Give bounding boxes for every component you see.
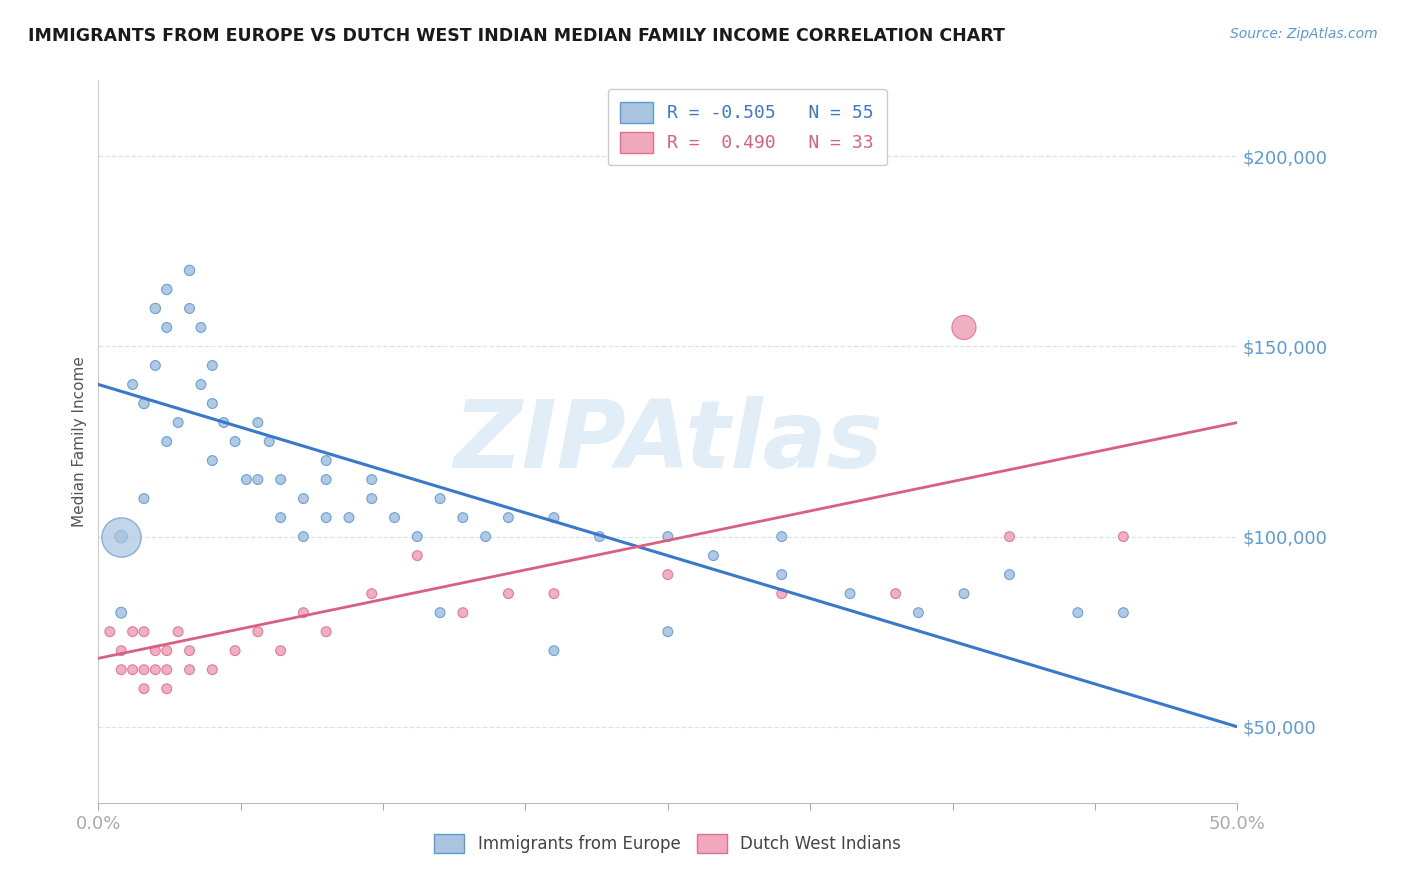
Point (657, 567, 679, 582)
Point (657, 624, 679, 639)
Point (145, 643, 167, 657)
Point (451, 510, 474, 524)
Point (474, 530, 496, 544)
Point (132, 681, 155, 696)
Point (292, 491, 315, 506)
Point (315, 473, 337, 487)
Point (110, 663, 132, 677)
Point (201, 359, 224, 373)
Point (770, 567, 793, 582)
Point (998, 567, 1021, 582)
Point (98, 624, 121, 639)
Point (543, 643, 565, 657)
Point (498, 587, 520, 601)
Point (429, 606, 451, 620)
Point (839, 587, 862, 601)
Point (292, 606, 315, 620)
Point (179, 301, 201, 316)
Point (315, 453, 337, 467)
Point (270, 643, 292, 657)
Point (588, 530, 610, 544)
Point (884, 587, 907, 601)
Point (224, 434, 246, 449)
Y-axis label: Median Family Income: Median Family Income (72, 356, 87, 527)
Legend: Immigrants from Europe, Dutch West Indians: Immigrants from Europe, Dutch West India… (427, 827, 908, 860)
Point (1112, 606, 1135, 620)
Point (110, 643, 132, 657)
Point (179, 263, 201, 277)
Point (953, 320, 976, 334)
Point (907, 606, 929, 620)
Point (406, 549, 429, 563)
Text: IMMIGRANTS FROM EUROPE VS DUTCH WEST INDIAN MEDIAN FAMILY INCOME CORRELATION CHA: IMMIGRANTS FROM EUROPE VS DUTCH WEST IND… (28, 27, 1005, 45)
Point (156, 663, 179, 677)
Point (224, 643, 246, 657)
Point (121, 663, 143, 677)
Point (110, 606, 132, 620)
Point (167, 416, 190, 430)
Point (121, 377, 143, 392)
Point (360, 587, 382, 601)
Point (179, 663, 201, 677)
Point (167, 624, 190, 639)
Point (201, 663, 224, 677)
Point (337, 510, 360, 524)
Point (315, 510, 337, 524)
Point (702, 549, 724, 563)
Point (201, 396, 224, 410)
Point (1067, 606, 1090, 620)
Point (429, 491, 451, 506)
Point (156, 681, 179, 696)
Point (998, 530, 1021, 544)
Point (110, 530, 132, 544)
Point (132, 624, 155, 639)
Point (156, 643, 179, 657)
Point (384, 510, 406, 524)
Point (259, 434, 281, 449)
Point (406, 530, 429, 544)
Point (292, 530, 315, 544)
Point (212, 416, 235, 430)
Point (201, 453, 224, 467)
Point (132, 491, 155, 506)
Point (770, 530, 793, 544)
Point (145, 301, 167, 316)
Point (235, 473, 257, 487)
Point (190, 377, 212, 392)
Point (156, 434, 179, 449)
Point (360, 491, 382, 506)
Point (145, 663, 167, 677)
Point (657, 530, 679, 544)
Point (246, 624, 269, 639)
Point (246, 473, 269, 487)
Point (270, 510, 292, 524)
Point (132, 663, 155, 677)
Point (315, 624, 337, 639)
Point (451, 606, 474, 620)
Text: Source: ZipAtlas.com: Source: ZipAtlas.com (1230, 27, 1378, 41)
Point (543, 510, 565, 524)
Point (543, 587, 565, 601)
Point (270, 473, 292, 487)
Point (132, 396, 155, 410)
Point (121, 624, 143, 639)
Point (246, 416, 269, 430)
Point (156, 320, 179, 334)
Point (953, 587, 976, 601)
Point (110, 530, 132, 544)
Point (770, 587, 793, 601)
Point (145, 359, 167, 373)
Point (156, 282, 179, 296)
Point (1112, 530, 1135, 544)
Text: ZIPAtlas: ZIPAtlas (453, 395, 883, 488)
Point (190, 320, 212, 334)
Point (498, 510, 520, 524)
Point (360, 473, 382, 487)
Point (179, 643, 201, 657)
